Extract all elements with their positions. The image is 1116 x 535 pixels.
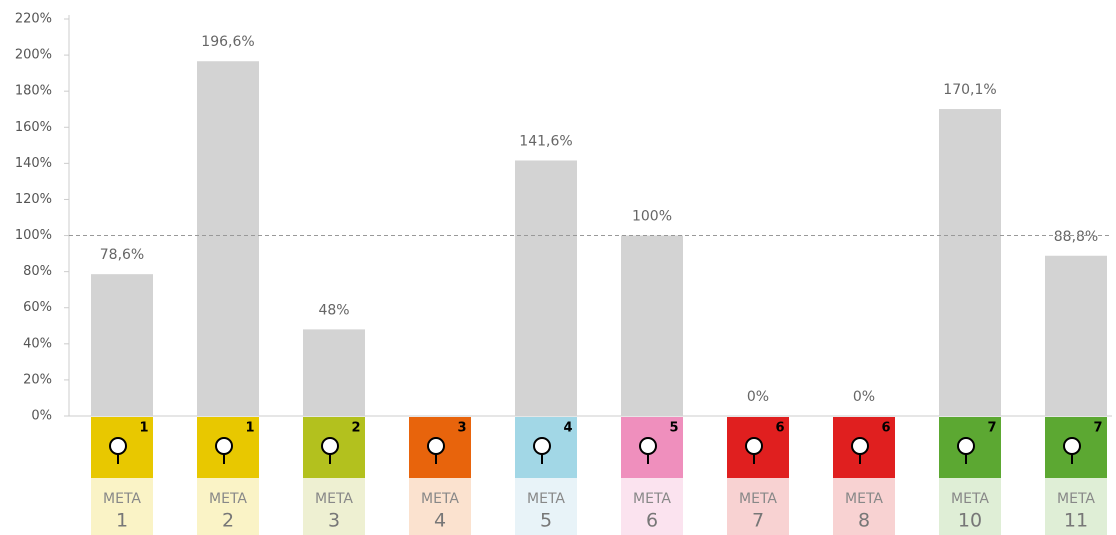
goal-number: 3 (457, 421, 466, 436)
goal-number: 1 (139, 421, 148, 436)
goal-icon (851, 437, 869, 464)
x-tick-label: 5 (540, 510, 552, 532)
label-tile (197, 478, 259, 535)
y-tick-label: 80% (23, 264, 52, 279)
icon-shape (957, 437, 975, 455)
goal-icon (427, 437, 445, 464)
x-tick-label: 7 (752, 510, 764, 532)
icon-shape (533, 437, 551, 455)
category-prefix: META (739, 491, 777, 507)
category-prefix: META (951, 491, 989, 507)
value-label: 88,8% (1054, 229, 1098, 245)
label-tile (727, 478, 789, 535)
label-tile (409, 478, 471, 535)
icon-shape (745, 437, 763, 455)
label-tile (621, 478, 683, 535)
bar (939, 109, 1001, 417)
icon-shape (639, 437, 657, 455)
label-tile (303, 478, 365, 535)
label-tile (515, 478, 577, 535)
y-tick-label: 220% (15, 12, 52, 27)
value-label: 100% (632, 209, 672, 225)
value-label: 196,6% (201, 34, 254, 50)
goal-icon (745, 437, 763, 464)
goal-number: 6 (775, 421, 784, 436)
y-tick-label: 200% (15, 48, 52, 63)
y-tick-label: 140% (15, 156, 52, 171)
goal-number: 7 (987, 421, 996, 436)
goal-number: 6 (881, 421, 890, 436)
goal-icon (533, 437, 551, 464)
value-label: 0% (747, 389, 769, 405)
category-prefix: META (209, 491, 247, 507)
value-label: 48% (318, 302, 349, 318)
label-tile (1045, 478, 1107, 535)
y-tick-label: 20% (23, 372, 52, 387)
goal-icon (321, 437, 339, 464)
bar (197, 61, 259, 416)
y-tick-label: 120% (15, 192, 52, 207)
x-tick-label: 4 (434, 510, 446, 532)
x-tick-label: 11 (1064, 510, 1088, 532)
goal-number: 2 (351, 421, 360, 436)
category-prefix: META (1057, 491, 1095, 507)
bar (303, 329, 365, 416)
value-label: 170,1% (943, 82, 996, 98)
bar (1045, 255, 1107, 416)
goal-icon (639, 437, 657, 464)
label-tile (91, 478, 153, 535)
goal-number: 1 (245, 421, 254, 436)
icon-shape (851, 437, 869, 455)
goal-icon (215, 437, 233, 464)
y-tick-label: 0% (31, 409, 52, 424)
goal-icon (957, 437, 975, 464)
goal-number: 5 (669, 421, 678, 436)
value-label: 141,6% (519, 133, 572, 149)
value-label: 0% (853, 389, 875, 405)
value-label: 78,6% (100, 247, 144, 263)
category-prefix: META (421, 491, 459, 507)
category-prefix: META (845, 491, 883, 507)
label-tile (939, 478, 1001, 535)
x-tick-label: 3 (328, 510, 340, 532)
category-prefix: META (315, 491, 353, 507)
icon-shape (427, 437, 445, 455)
x-tick-label: 10 (958, 510, 982, 532)
goal-number: 7 (1093, 421, 1102, 436)
category-prefix: META (527, 491, 565, 507)
x-tick-label: 8 (858, 510, 870, 532)
y-tick-label: 60% (23, 300, 52, 315)
icon-shape (1063, 437, 1081, 455)
goal-number: 4 (563, 421, 572, 436)
y-tick-label: 40% (23, 336, 52, 351)
goal-icon (1063, 437, 1081, 464)
x-tick-label: 6 (646, 510, 658, 532)
icon-shape (109, 437, 127, 455)
goal-icon (109, 437, 127, 464)
bar (515, 160, 577, 416)
y-tick-label: 180% (15, 84, 52, 99)
bar (91, 274, 153, 416)
bar (621, 235, 683, 416)
y-tick-label: 160% (15, 120, 52, 135)
category-prefix: META (103, 491, 141, 507)
icon-shape (215, 437, 233, 455)
y-tick-label: 100% (15, 228, 52, 243)
icon-shape (321, 437, 339, 455)
label-tile (833, 478, 895, 535)
category-prefix: META (633, 491, 671, 507)
x-tick-label: 2 (222, 510, 234, 532)
x-tick-label: 1 (116, 510, 128, 532)
